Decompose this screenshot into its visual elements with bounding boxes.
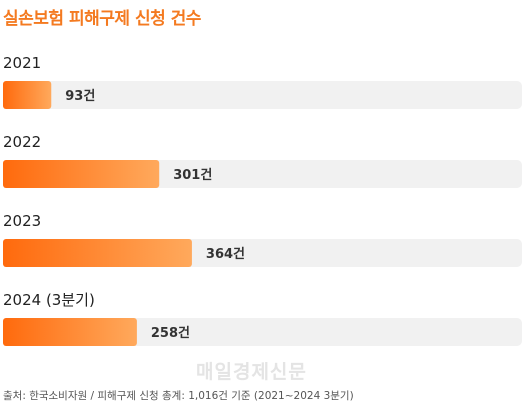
category-label: 2022 bbox=[3, 133, 41, 151]
bar bbox=[3, 239, 192, 267]
category-label: 2021 bbox=[3, 54, 41, 72]
bar-chart: 2021 93건 2022 301건 2023 364건 2024 (3분기) 258건 bbox=[3, 54, 522, 346]
value-label: 258건 bbox=[151, 325, 190, 341]
watermark: 매일경제신문 bbox=[196, 361, 307, 383]
source-note: 출처: 한국소비자원 / 피해구제 신청 총계: 1,016건 기준 (2021… bbox=[3, 390, 354, 402]
value-label: 93건 bbox=[65, 88, 95, 104]
bar-track bbox=[3, 81, 522, 109]
bar bbox=[3, 160, 160, 188]
bar bbox=[3, 81, 52, 109]
category-label: 2023 bbox=[3, 212, 41, 230]
value-label: 364건 bbox=[206, 246, 245, 262]
category-label: 2024 (3분기) bbox=[3, 291, 95, 309]
bar bbox=[3, 318, 137, 346]
chart-title: 실손보험 피해구제 신청 건수 bbox=[3, 9, 201, 29]
value-label: 301건 bbox=[173, 167, 212, 183]
